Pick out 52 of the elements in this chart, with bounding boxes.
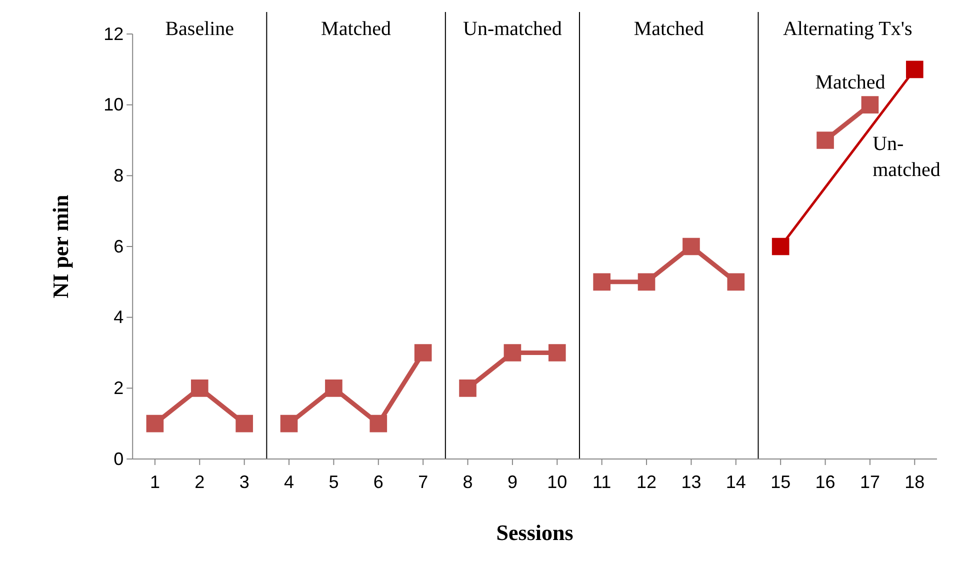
y-tick-label: 8	[114, 165, 124, 186]
point	[682, 238, 700, 256]
x-tick-label: 11	[592, 472, 612, 492]
x-tick-label: 5	[328, 472, 339, 492]
x-tick-label: 18	[904, 472, 925, 492]
point	[906, 60, 924, 78]
y-tick-label: 10	[104, 94, 124, 115]
annotation: Un-matched	[463, 18, 562, 40]
x-tick-label: 10	[547, 472, 568, 492]
annotation: Matched	[321, 18, 392, 40]
point	[816, 132, 834, 149]
x-tick-label: 2	[194, 472, 205, 492]
x-tick-label: 4	[284, 472, 294, 492]
x-tick-label: 12	[636, 472, 657, 492]
y-axis-title: NI per min	[48, 194, 73, 298]
point	[459, 380, 476, 397]
annotation: Baseline	[165, 18, 234, 40]
x-tick-label: 13	[681, 472, 702, 492]
y-tick-label: 4	[114, 307, 124, 328]
annotation: Matched	[634, 18, 704, 40]
point	[772, 238, 790, 256]
point	[593, 273, 610, 291]
x-tick-label: 9	[507, 472, 518, 492]
point	[325, 380, 342, 397]
point	[638, 273, 656, 291]
annotation: Alternating Tx's	[782, 18, 912, 40]
x-tick-label: 7	[418, 472, 428, 492]
y-tick-label: 6	[114, 236, 124, 256]
y-tick-label: 12	[104, 24, 124, 44]
point	[861, 96, 879, 114]
point	[146, 414, 164, 432]
point	[190, 380, 208, 397]
x-tick-label: 1	[150, 472, 160, 492]
point	[548, 344, 566, 362]
series-label: Un-matched	[872, 132, 940, 181]
y-tick-label: 0	[114, 448, 124, 469]
series-label: Matched	[815, 71, 886, 94]
point	[280, 414, 298, 432]
x-axis-title: Sessions	[496, 520, 574, 545]
x-tick-label: 14	[726, 472, 746, 492]
point	[727, 273, 745, 291]
x-tick-label: 15	[770, 472, 791, 492]
point	[236, 414, 253, 432]
x-tick-label: 16	[815, 472, 836, 492]
x-tick-label: 17	[860, 472, 880, 492]
point	[370, 414, 388, 432]
point	[414, 344, 432, 362]
x-tick-label: 3	[239, 472, 250, 492]
x-tick-label: 6	[373, 472, 384, 492]
point	[504, 344, 522, 362]
y-tick-label: 2	[114, 378, 124, 398]
x-tick-label: 8	[462, 472, 473, 492]
